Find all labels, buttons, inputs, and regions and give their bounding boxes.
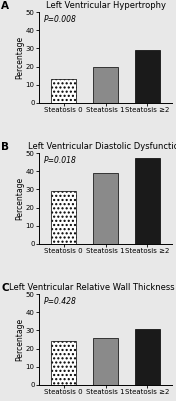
Y-axis label: Percentage: Percentage <box>15 36 24 79</box>
Bar <box>51 191 76 244</box>
Text: Left Ventricular Diastolic Dysfunction: Left Ventricular Diastolic Dysfunction <box>27 142 176 151</box>
Text: C: C <box>1 283 9 293</box>
Y-axis label: Percentage: Percentage <box>15 177 24 220</box>
Bar <box>93 67 118 103</box>
Text: Left Ventricular Relative Wall Thickness >0.42: Left Ventricular Relative Wall Thickness… <box>9 283 176 292</box>
Bar <box>135 158 160 244</box>
Y-axis label: Percentage: Percentage <box>15 318 24 361</box>
Text: B: B <box>1 142 9 152</box>
Bar <box>93 338 118 385</box>
Text: P=0.018: P=0.018 <box>44 156 77 165</box>
Text: Left Ventricular Hypertrophy: Left Ventricular Hypertrophy <box>46 1 166 10</box>
Text: P=0.008: P=0.008 <box>44 15 77 24</box>
Bar <box>51 79 76 103</box>
Bar <box>51 341 76 385</box>
Text: A: A <box>1 1 9 11</box>
Bar <box>135 328 160 385</box>
Bar <box>93 173 118 244</box>
Text: P=0.428: P=0.428 <box>44 297 77 306</box>
Bar <box>135 50 160 103</box>
